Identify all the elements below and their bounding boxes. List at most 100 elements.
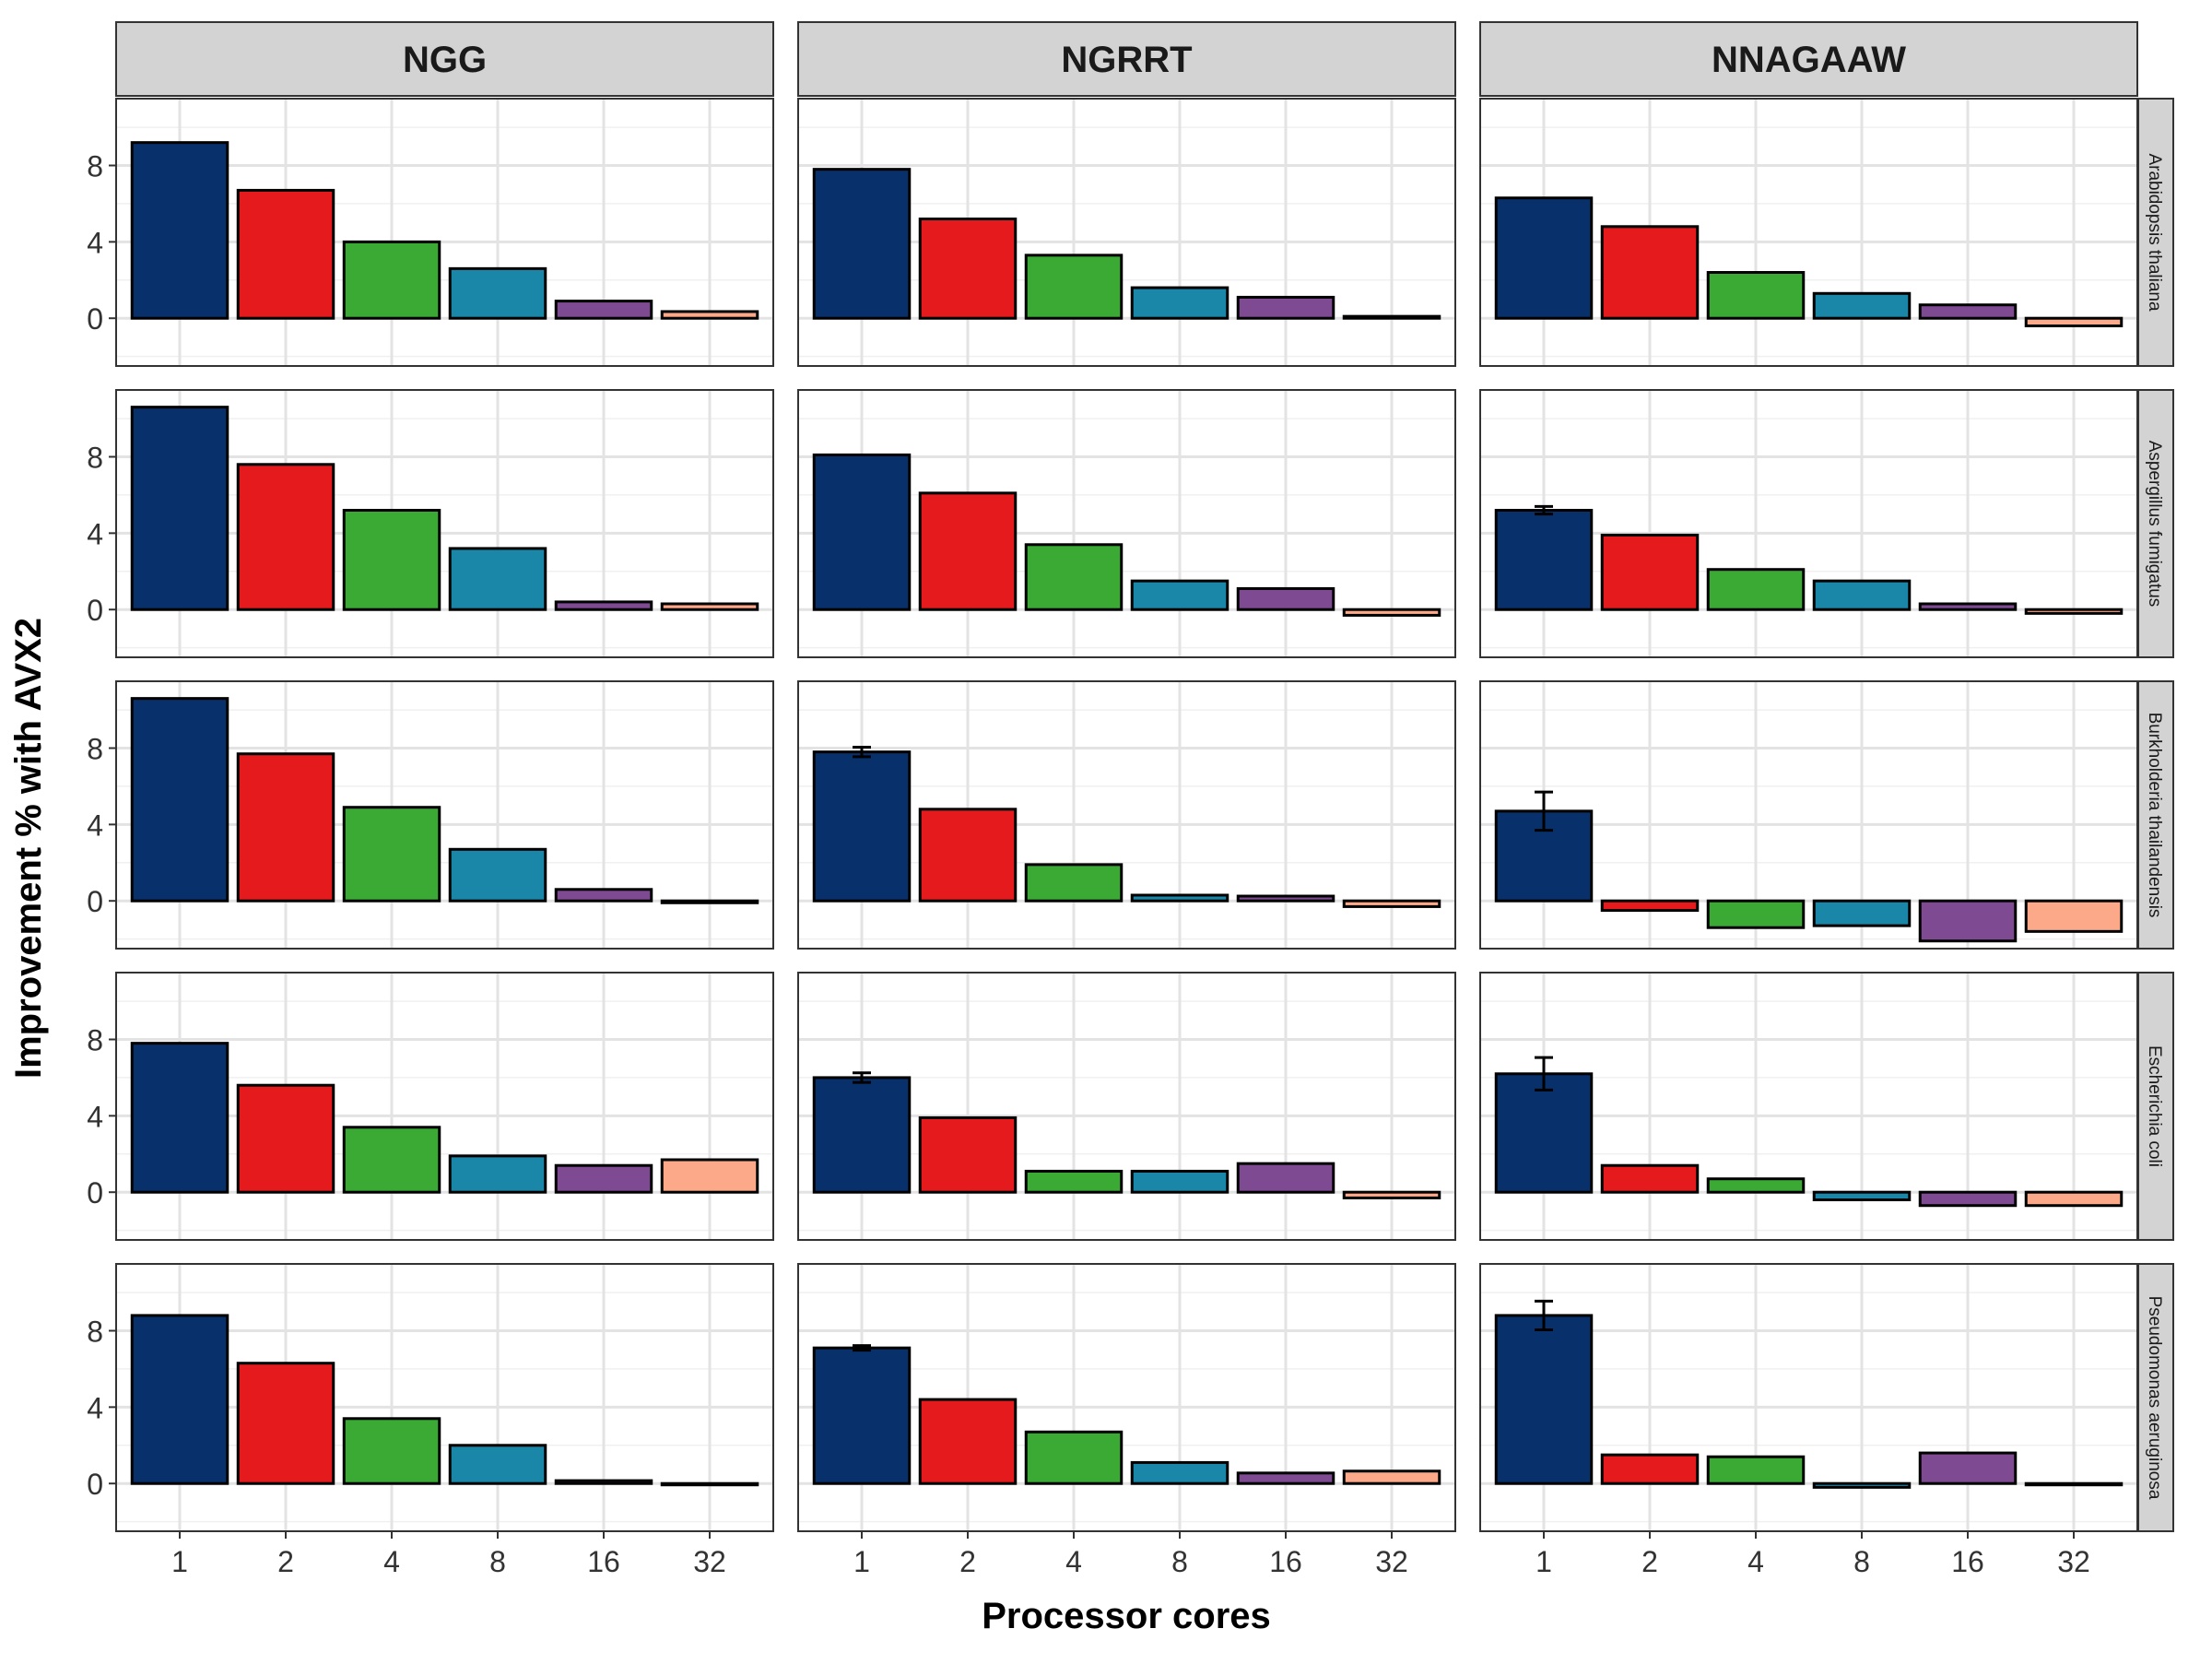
bar	[812, 1346, 912, 1485]
bar	[1342, 1469, 1441, 1485]
x-tick-label: 4	[383, 1545, 400, 1578]
bar	[1130, 1460, 1230, 1485]
y-tick-label: 0	[87, 1176, 103, 1210]
bar	[918, 1398, 1018, 1485]
bar	[2024, 899, 2124, 933]
bar	[236, 752, 335, 903]
y-tick-label: 8	[87, 442, 103, 475]
x-tick-label: 32	[1375, 1545, 1408, 1578]
y-tick-label: 4	[87, 1391, 103, 1424]
panel-border	[115, 972, 774, 1241]
x-tick-label: 2	[1641, 1545, 1658, 1578]
bar	[2024, 1481, 2124, 1487]
bar	[1494, 196, 1594, 320]
bar	[342, 1126, 441, 1194]
facet-strip-column	[797, 21, 1456, 97]
bar	[1130, 286, 1230, 320]
bar	[1342, 1190, 1441, 1199]
bar	[1024, 254, 1124, 320]
panel-border	[1479, 98, 2138, 367]
facet-strip-row	[2137, 98, 2174, 367]
bar	[660, 1481, 759, 1487]
bar	[1024, 543, 1124, 611]
bar	[660, 899, 759, 904]
bar	[1236, 894, 1335, 903]
bar	[1918, 899, 2018, 943]
bar	[448, 1154, 547, 1194]
bar	[130, 141, 229, 320]
facet-strip-row	[2137, 972, 2174, 1241]
x-tick-label: 16	[1951, 1545, 1984, 1578]
bar	[1812, 291, 1912, 320]
bar	[1024, 1169, 1124, 1194]
bar	[554, 600, 653, 611]
bar	[448, 547, 547, 611]
bar	[448, 266, 547, 320]
bar	[1706, 899, 1806, 929]
y-tick-label: 8	[87, 1316, 103, 1349]
y-tick-label: 0	[87, 594, 103, 627]
panel-border	[797, 389, 1456, 658]
bar	[1918, 602, 2018, 611]
y-tick-label: 0	[87, 885, 103, 918]
x-tick-label: 8	[1853, 1545, 1870, 1578]
y-tick-label: 8	[87, 733, 103, 766]
bar	[1236, 295, 1335, 320]
y-axis-title: Improvement % with AVX2	[8, 618, 49, 1079]
x-tick-label: 4	[1065, 1545, 1082, 1578]
bar	[236, 1362, 335, 1485]
y-tick-label: 4	[87, 808, 103, 842]
bar	[236, 188, 335, 320]
y-tick-label: 8	[87, 150, 103, 183]
y-tick-label: 4	[87, 226, 103, 259]
bar	[1600, 1163, 1700, 1194]
bar	[1342, 899, 1441, 908]
x-axis-title: Processor cores	[982, 1596, 1271, 1636]
x-tick-label: 1	[1535, 1545, 1552, 1578]
x-tick-label: 1	[853, 1545, 870, 1578]
x-tick-label: 4	[1747, 1545, 1764, 1578]
bar	[1342, 608, 1441, 617]
facet-label-row: Pseudomonas aeruginosa	[2145, 1296, 2164, 1500]
bar	[342, 806, 441, 903]
bar	[448, 847, 547, 903]
x-tick-label: 2	[959, 1545, 976, 1578]
bar	[342, 240, 441, 320]
bar	[812, 750, 912, 903]
bar	[660, 602, 759, 611]
x-tick-label: 16	[1269, 1545, 1302, 1578]
bar	[660, 310, 759, 320]
panel-border	[115, 680, 774, 950]
bar	[1706, 568, 1806, 611]
facet-label-column: NGG	[403, 40, 487, 80]
bar	[2024, 316, 2124, 328]
bar	[918, 491, 1018, 611]
panel-border	[1479, 1263, 2138, 1532]
bar	[1130, 893, 1230, 903]
panel-border	[797, 98, 1456, 367]
bar	[1130, 1169, 1230, 1194]
bar	[918, 218, 1018, 320]
bar	[2024, 1190, 2124, 1208]
bar	[1918, 1190, 2018, 1208]
bar	[812, 168, 912, 320]
bar	[812, 453, 912, 611]
x-tick-label: 16	[587, 1545, 620, 1578]
bar	[342, 1417, 441, 1485]
bar	[130, 406, 229, 611]
bar	[236, 1083, 335, 1194]
panel-border	[797, 680, 1456, 950]
x-tick-label: 2	[277, 1545, 294, 1578]
bar	[1812, 899, 1912, 927]
bar	[342, 509, 441, 611]
bar	[1812, 579, 1912, 611]
bar	[1600, 533, 1700, 611]
bar	[1706, 1455, 1806, 1485]
panel-border	[115, 389, 774, 658]
bar	[1494, 509, 1594, 611]
facet-label-row: Arabidopsis thaliana	[2145, 153, 2164, 312]
panel-border	[1479, 972, 2138, 1241]
bar	[1236, 1471, 1335, 1485]
